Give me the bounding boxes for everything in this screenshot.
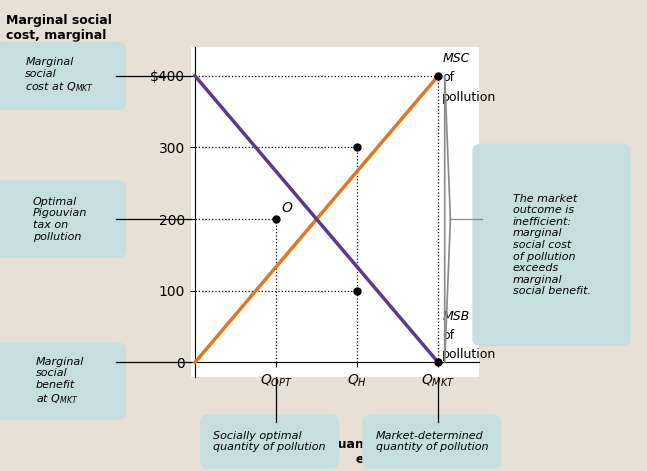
Text: Marginal
social
cost at $Q_{MKT}$: Marginal social cost at $Q_{MKT}$ <box>25 57 94 95</box>
Text: MSC: MSC <box>443 52 470 65</box>
Text: of: of <box>443 72 454 84</box>
Text: Optimal
Pigouvian
tax on
pollution: Optimal Pigouvian tax on pollution <box>32 197 87 242</box>
Text: Marginal
social
benefit
at $Q_{MKT}$: Marginal social benefit at $Q_{MKT}$ <box>36 357 84 406</box>
Text: pollution: pollution <box>443 91 496 105</box>
Text: Socially optimal
quantity of pollution: Socially optimal quantity of pollution <box>214 431 326 452</box>
Text: O: O <box>281 201 292 215</box>
Text: Marginal social
cost, marginal
social benefit: Marginal social cost, marginal social be… <box>6 14 113 57</box>
Text: pollution: pollution <box>443 348 496 361</box>
Text: of: of <box>443 329 454 342</box>
Text: The market
outcome is
inefficient:
marginal
social cost
of pollution
exceeds
mar: The market outcome is inefficient: margi… <box>512 194 591 296</box>
Text: MSB: MSB <box>443 310 470 323</box>
Text: Market-determined
quantity of pollution: Market-determined quantity of pollution <box>375 431 488 452</box>
Text: Quantity of pollution
emissions (tons): Quantity of pollution emissions (tons) <box>327 439 472 466</box>
